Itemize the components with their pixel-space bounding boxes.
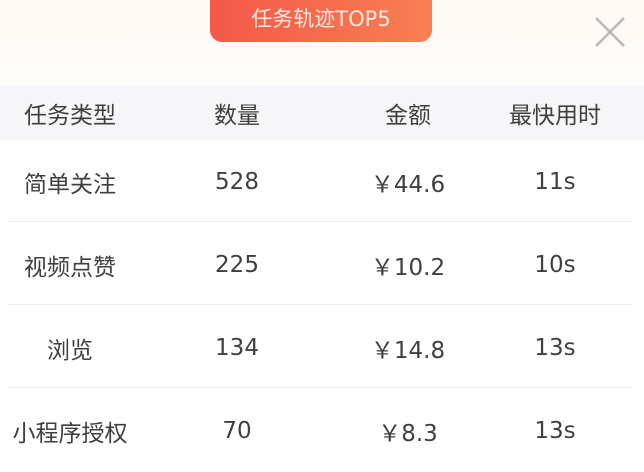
header-time: 最快用时 [509,102,601,129]
close-icon[interactable] [592,14,628,50]
cell-count: 134 [215,334,259,361]
cell-type: 小程序授权 [12,420,128,447]
table-row: 视频点赞 225 ￥10.2 10s [0,223,644,306]
table-header: 任务类型 数量 金额 最快用时 [0,85,644,140]
cell-count: 528 [215,168,259,195]
divider [8,304,632,305]
cell-count: 225 [215,251,259,278]
cell-amount: ￥44.6 [370,171,446,198]
title-badge: 任务轨迹TOP5 [210,0,432,42]
cell-amount: ￥10.2 [370,254,446,281]
header-count: 数量 [214,102,260,129]
table-row: 简单关注 528 ￥44.6 11s [0,140,644,223]
header-type: 任务类型 [24,102,116,129]
divider [8,221,632,222]
table-row: 小程序授权 70 ￥8.3 13s [0,389,644,472]
cell-type: 视频点赞 [24,254,116,281]
cell-amount: ￥8.3 [378,420,438,447]
cell-time: 13s [534,417,576,444]
cell-type: 简单关注 [24,171,116,198]
cell-amount: ￥14.8 [370,337,446,364]
table-row: 浏览 134 ￥14.8 13s [0,306,644,389]
header-amount: 金额 [385,102,431,129]
cell-count: 70 [222,417,252,444]
divider [8,387,632,388]
cell-type: 浏览 [47,337,93,364]
cell-time: 11s [534,168,576,195]
cell-time: 13s [534,334,576,361]
cell-time: 10s [534,251,576,278]
